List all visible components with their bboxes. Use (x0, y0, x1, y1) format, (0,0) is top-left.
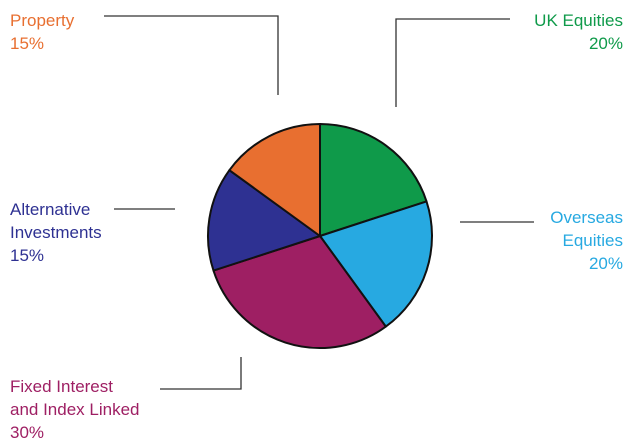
leader-line-fixed-interest-and-index-linked (160, 357, 242, 390)
slice-name-label-fixed-interest-and-index-linked: and Index Linked (10, 400, 140, 419)
slice-name-label-fixed-interest-and-index-linked: Fixed Interest (10, 377, 113, 396)
slice-name-label-alternative-investments: Alternative (10, 200, 90, 219)
slice-value-label-property: 15% (10, 34, 44, 53)
pie-slice-alternative-investments (207, 169, 321, 272)
slice-name-label-uk-equities: UK Equities (534, 11, 623, 30)
slice-value-label-fixed-interest-and-index-linked: 30% (10, 423, 44, 442)
pie-slice-property (228, 123, 321, 237)
slice-name-label-overseas-equities: Overseas (550, 208, 623, 227)
slice-labels: UK Equities 20% Overseas Equities 20% Fixed I… (10, 11, 623, 442)
pie-slices (207, 123, 434, 349)
slice-name-label-property: Property (10, 11, 75, 30)
slice-value-label-uk-equities: 20% (589, 34, 623, 53)
slice-name-label-alternative-investments: Investments (10, 223, 102, 242)
pie-slice-fixed-interest-and-index-linked (212, 235, 387, 349)
slice-value-label-overseas-equities: 20% (589, 254, 623, 273)
leader-lines (104, 15, 534, 390)
slice-name-label-overseas-equities: Equities (563, 231, 623, 250)
pie-slice-uk-equities (319, 123, 428, 237)
slice-value-label-alternative-investments: 15% (10, 246, 44, 265)
pie-slice-overseas-equities (319, 200, 434, 328)
leader-line-property (104, 15, 279, 95)
leader-line-uk-equities (395, 18, 510, 107)
